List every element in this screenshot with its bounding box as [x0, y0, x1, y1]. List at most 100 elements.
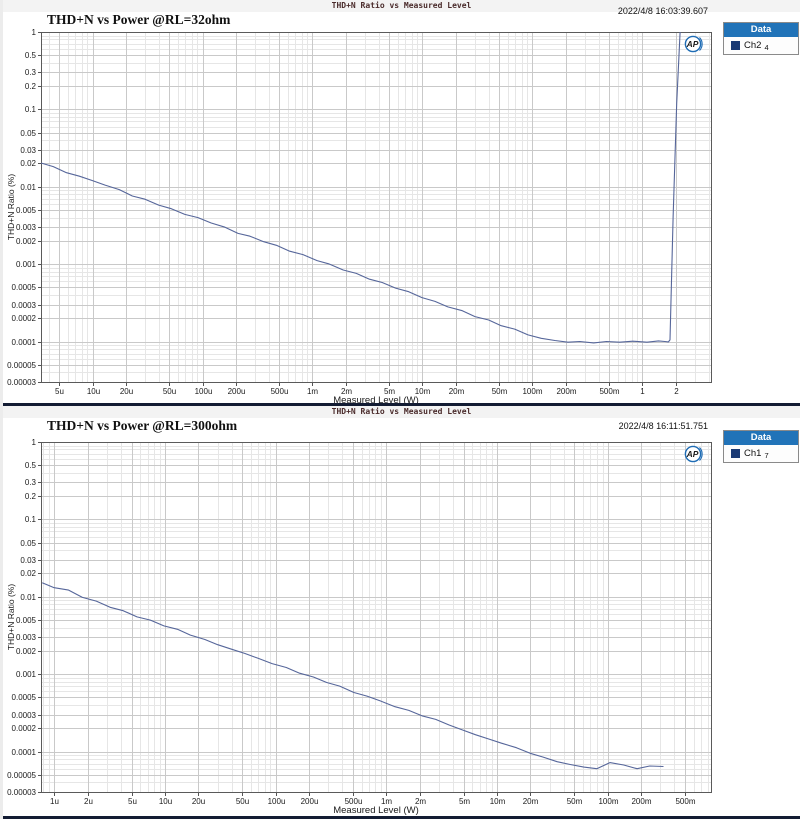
panel-divider-bar: [3, 403, 800, 406]
graph-panel-300ohm: THD+N Ratio vs Measured Level 1u 2u 5u 10u 2…: [0, 406, 800, 819]
x-tick-label: 500u: [271, 387, 289, 396]
y-tick-label: 0.00005: [7, 771, 36, 780]
x-tick-label: 500u: [345, 797, 363, 806]
y-tick-label: 1: [32, 28, 37, 37]
x-axis-title: Measured Level (W): [333, 395, 419, 406]
x-tick-label: 20m: [523, 797, 539, 806]
x-tick-label: 100u: [268, 797, 286, 806]
y-tick-label: 0.002: [16, 647, 37, 656]
x-axis-title: Measured Level (W): [333, 805, 419, 816]
y-tick-label: 0.0002: [12, 724, 37, 733]
x-tick-label: 50u: [236, 797, 249, 806]
y-tick-label: 0.001: [16, 260, 37, 269]
legend-channel-index: 7: [764, 450, 769, 460]
x-tick-label: 500m: [599, 387, 619, 396]
plot-border: [41, 32, 712, 383]
y-tick-label: 0.005: [16, 206, 37, 215]
y-tick-label: 0.0002: [12, 314, 37, 323]
legend-channel-label: Ch1: [744, 448, 762, 459]
y-tick-label: 0.1: [25, 105, 37, 114]
legend-swatch: [731, 449, 740, 458]
chart-title: THD+N vs Power @RL=32ohm: [47, 12, 231, 27]
y-tick-label: 0.03: [20, 556, 36, 565]
x-tick-label: 1m: [381, 797, 392, 806]
x-tick-label: 5m: [384, 387, 395, 396]
x-tick-label: 200u: [228, 387, 246, 396]
y-tick-label: 0.1: [25, 515, 37, 524]
x-tick-label: 20u: [192, 797, 205, 806]
legend-header: Data: [724, 23, 798, 37]
x-tick-label: 10m: [415, 387, 431, 396]
x-tick-label: 2: [674, 387, 679, 396]
x-tick-label: 200m: [556, 387, 576, 396]
legend-entry[interactable]: Ch2 4: [724, 37, 798, 54]
y-tick-label: 0.2: [25, 82, 37, 91]
x-tick-label: 5m: [459, 797, 470, 806]
y-tick-label: 0.005: [16, 616, 37, 625]
y-tick-label: 0.00003: [7, 378, 36, 387]
x-tick-label: 10m: [490, 797, 506, 806]
ap-logo-swoosh: [699, 447, 703, 461]
y-tick-label: 0.003: [16, 223, 37, 232]
legend-swatch: [731, 41, 740, 50]
y-tick-label: 0.0001: [12, 748, 37, 757]
ap-logo-text: AP: [686, 449, 699, 459]
ap-logo-circle: [684, 35, 702, 53]
x-tick-label: 100m: [522, 387, 542, 396]
ap-logo-text: AP: [686, 39, 699, 49]
x-tick-label: 1m: [307, 387, 318, 396]
y-tick-label: 0.01: [20, 593, 36, 602]
y-axis-title: THD+N Ratio (%): [6, 584, 16, 651]
panel-window-title: THD+N Ratio vs Measured Level: [3, 0, 800, 12]
legend-box: Data Ch1 7: [723, 430, 799, 463]
x-tick-label: 10u: [159, 797, 172, 806]
x-tick-label: 100m: [598, 797, 618, 806]
x-tick-label: 5u: [128, 797, 137, 806]
y-tick-label: 0.00005: [7, 361, 36, 370]
y-tick-label: 0.3: [25, 478, 37, 487]
y-tick-label: 0.001: [16, 670, 37, 679]
thdn-chart-32ohm: 5u 10u 20u 50u 100u 200u 500u 1m 2m 5m 10m 20m 50m 10…: [6, 28, 712, 406]
measurement-timestamp: 2022/4/8 16:03:39.607: [617, 6, 708, 16]
y-tick-label: 0.02: [20, 159, 36, 168]
y-tick-label: 0.0005: [12, 693, 37, 702]
ap-logo-icon: AP: [684, 35, 703, 53]
x-tick-label: 2u: [84, 797, 93, 806]
y-tick-label: 0.3: [25, 68, 37, 77]
x-tick-label: 200m: [631, 797, 651, 806]
y-tick-label: 0.5: [25, 51, 37, 60]
legend-channel-index: 4: [764, 42, 769, 52]
y-tick-label: 0.05: [20, 129, 36, 138]
measurement-timestamp: 2022/4/8 16:11:51.751: [618, 421, 708, 431]
x-tick-label: 50m: [492, 387, 508, 396]
x-tick-label: 200u: [301, 797, 319, 806]
x-tick-label: 5u: [55, 387, 64, 396]
y-tick-label: 0.0005: [12, 283, 37, 292]
legend-channel-label: Ch2: [744, 40, 762, 51]
thdn-chart-300ohm: 1u 2u 5u 10u 20u 50u 100u 200u 500u 1m 2m 5m 10m 20m 5…: [6, 438, 712, 816]
y-tick-label: 0.00003: [7, 788, 36, 797]
y-axis-title: THD+N Ratio (%): [6, 174, 16, 241]
y-tick-label: 0.003: [16, 633, 37, 642]
y-tick-label: 0.01: [20, 183, 36, 192]
x-tick-label: 1: [640, 387, 645, 396]
x-tick-label: 50m: [567, 797, 583, 806]
panel-window-title: THD+N Ratio vs Measured Level: [3, 406, 800, 418]
ap-logo-icon: AP: [684, 445, 703, 463]
measurement-curve: [40, 31, 681, 344]
y-tick-label: 0.05: [20, 539, 36, 548]
legend-header: Data: [724, 431, 798, 445]
y-tick-label: 0.0001: [12, 338, 37, 347]
plot-border: [41, 442, 712, 793]
y-tick-label: 0.2: [25, 492, 37, 501]
y-tick-label: 0.02: [20, 569, 36, 578]
ap-logo-swoosh: [699, 37, 703, 51]
ap-logo-circle: [684, 445, 702, 463]
x-tick-label: 20m: [449, 387, 465, 396]
x-tick-label: 100u: [195, 387, 213, 396]
x-tick-label: 10u: [87, 387, 100, 396]
measurement-curve: [41, 582, 664, 770]
panel-bottom-bar: [3, 816, 800, 819]
legend-entry[interactable]: Ch1 7: [724, 445, 798, 462]
y-tick-label: 0.0003: [12, 711, 37, 720]
